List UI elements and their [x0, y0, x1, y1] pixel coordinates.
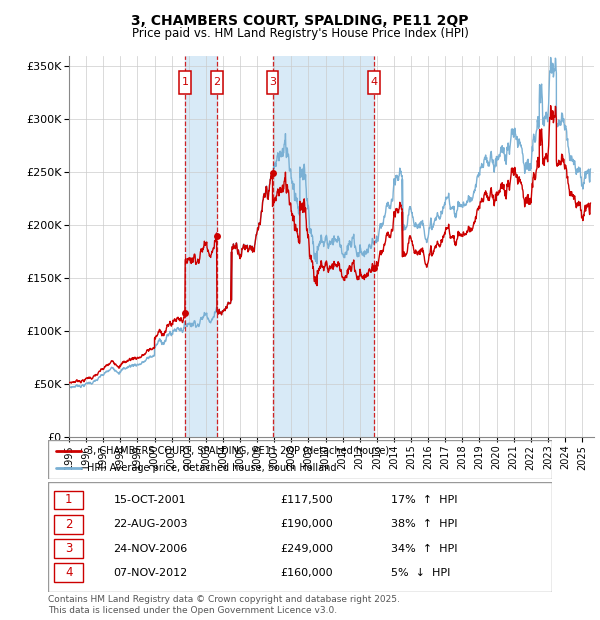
Text: 38%  ↑  HPI: 38% ↑ HPI [391, 519, 457, 529]
Text: 07-NOV-2012: 07-NOV-2012 [113, 568, 188, 578]
Bar [272, 56, 374, 437]
Text: 3, CHAMBERS COURT, SPALDING, PE11 2QP (detached house): 3, CHAMBERS COURT, SPALDING, PE11 2QP (d… [88, 446, 389, 456]
Text: 3: 3 [269, 78, 276, 87]
Text: 34%  ↑  HPI: 34% ↑ HPI [391, 544, 457, 554]
Text: 22-AUG-2003: 22-AUG-2003 [113, 519, 188, 529]
Text: £117,500: £117,500 [280, 495, 332, 505]
Text: 1: 1 [65, 494, 73, 507]
FancyBboxPatch shape [179, 71, 191, 94]
Text: 2: 2 [213, 78, 220, 87]
Text: 2: 2 [65, 518, 73, 531]
Text: £160,000: £160,000 [280, 568, 332, 578]
FancyBboxPatch shape [211, 71, 223, 94]
Text: HPI: Average price, detached house, South Holland: HPI: Average price, detached house, Sout… [88, 463, 337, 473]
Text: 15-OCT-2001: 15-OCT-2001 [113, 495, 186, 505]
Bar [54, 539, 83, 558]
Text: 24-NOV-2006: 24-NOV-2006 [113, 544, 188, 554]
Text: 5%  ↓  HPI: 5% ↓ HPI [391, 568, 450, 578]
Text: 4: 4 [371, 78, 378, 87]
Text: Contains HM Land Registry data © Crown copyright and database right 2025.
This d: Contains HM Land Registry data © Crown c… [48, 595, 400, 614]
Text: 4: 4 [65, 566, 73, 579]
FancyBboxPatch shape [368, 71, 380, 94]
Text: 17%  ↑  HPI: 17% ↑ HPI [391, 495, 457, 505]
Text: Price paid vs. HM Land Registry's House Price Index (HPI): Price paid vs. HM Land Registry's House … [131, 27, 469, 40]
Bar [54, 515, 83, 534]
Bar [54, 564, 83, 582]
Text: 3: 3 [65, 542, 73, 555]
Text: £249,000: £249,000 [280, 544, 333, 554]
Bar [54, 490, 83, 510]
Text: 3, CHAMBERS COURT, SPALDING, PE11 2QP: 3, CHAMBERS COURT, SPALDING, PE11 2QP [131, 14, 469, 28]
Text: 1: 1 [182, 78, 188, 87]
FancyBboxPatch shape [266, 71, 278, 94]
Bar [185, 56, 217, 437]
Text: £190,000: £190,000 [280, 519, 332, 529]
